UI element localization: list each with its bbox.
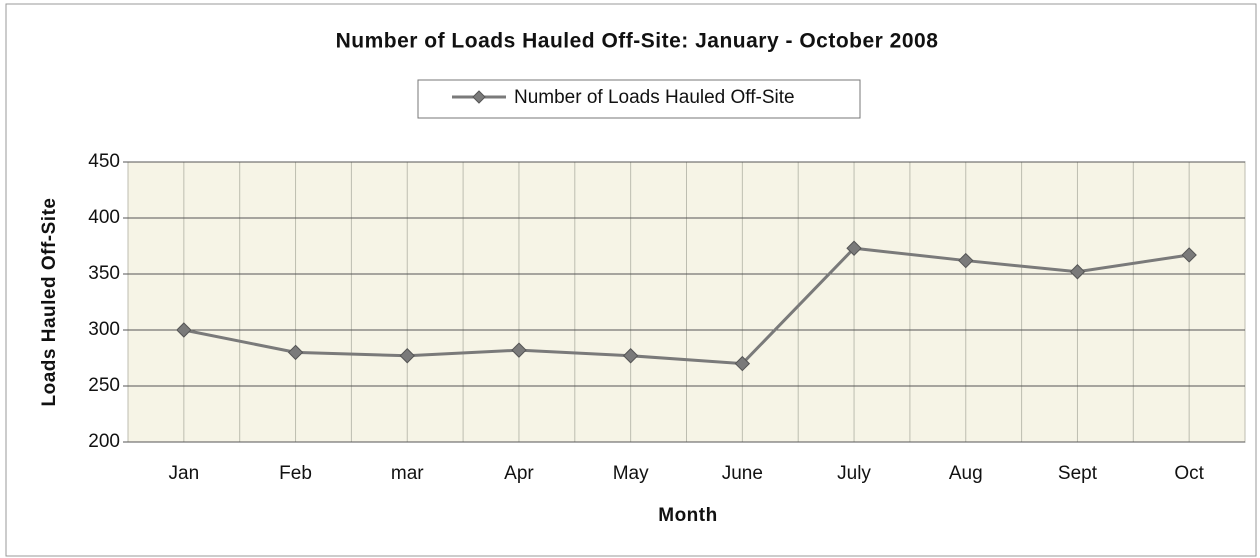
chart-title: Number of Loads Hauled Off-Site: January… <box>336 30 939 53</box>
x-tick-label: Oct <box>1174 463 1204 484</box>
x-tick-label: Jan <box>169 463 200 484</box>
x-tick-label: Apr <box>504 463 534 484</box>
data-line <box>183 246 1190 366</box>
x-tick-label: Feb <box>279 463 312 484</box>
x-tick-label: May <box>613 463 649 484</box>
legend-marker <box>472 90 486 104</box>
x-tick-label: July <box>837 463 871 484</box>
data-point <box>734 355 751 372</box>
y-tick-label: 200 <box>88 431 120 452</box>
y-tick-label: 450 <box>88 151 120 172</box>
data-point <box>176 322 192 338</box>
y-tick-label: 400 <box>88 207 120 228</box>
y-tick-label: 250 <box>88 375 120 396</box>
data-point <box>846 240 862 256</box>
data-point <box>287 344 304 361</box>
y-axis-title: Loads Hauled Off-Site <box>39 198 60 407</box>
data-point <box>511 342 527 358</box>
data-point <box>622 348 639 364</box>
data-point <box>399 348 415 364</box>
legend <box>417 79 861 119</box>
legend-label: Number of Loads Hauled Off-Site <box>514 87 795 108</box>
x-tick-label: mar <box>391 463 424 484</box>
x-tick-label: Sept <box>1058 463 1098 484</box>
data-point <box>958 252 974 269</box>
x-tick-label: Aug <box>949 463 983 484</box>
y-tick-label: 350 <box>88 263 120 284</box>
data-point <box>1181 247 1197 263</box>
x-tick-label: June <box>722 463 763 484</box>
data-point <box>1069 264 1086 280</box>
x-axis-title: Month <box>658 505 717 526</box>
y-tick-label: 300 <box>88 319 120 340</box>
